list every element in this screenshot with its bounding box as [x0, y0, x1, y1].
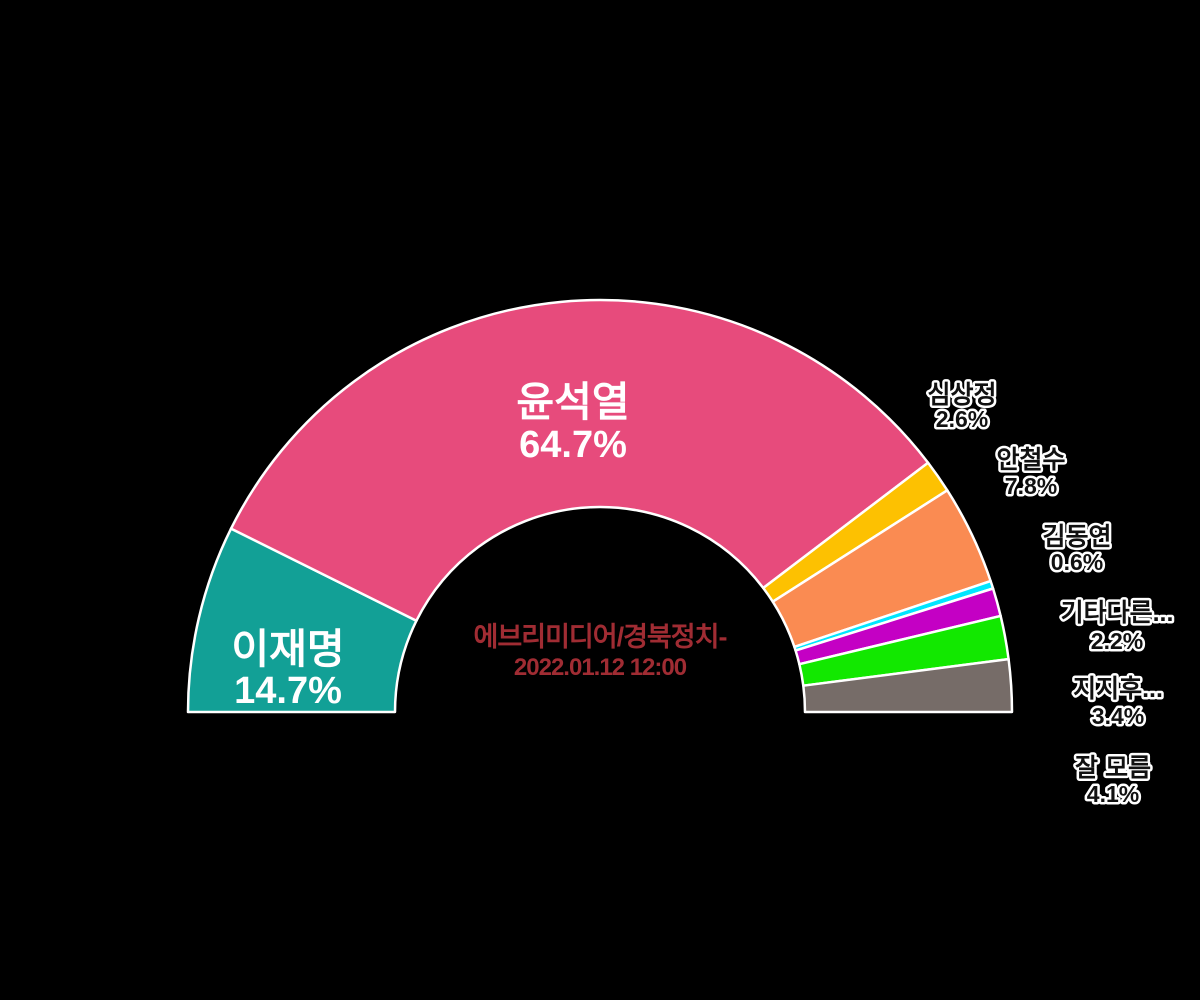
segment-label-name: 기타다른...: [1061, 599, 1174, 627]
segment-윤석열[interactable]: [229, 298, 930, 622]
segment-label-name: 이재명: [231, 626, 344, 672]
segment-label-name: 김동연: [1042, 523, 1111, 551]
chart-timestamp: 2022.01.12 12:00: [513, 654, 687, 681]
segment-label-value: 2.6%: [936, 406, 988, 432]
segment-label-value: 0.6%: [1051, 549, 1103, 575]
segment-label-name: 안철수: [996, 446, 1065, 474]
segment-label-value: 7.8%: [1005, 473, 1057, 499]
segment-label-name: 지지후...: [1073, 675, 1163, 703]
segment-label-value: 14.7%: [234, 670, 342, 712]
segment-label-value: 64.7%: [519, 424, 627, 466]
segment-label-name: 잘 모름: [1075, 754, 1151, 782]
segment-label-value: 2.2%: [1091, 628, 1143, 654]
chart-source-note: 에브리미디어/경북정치-: [473, 622, 728, 652]
segment-잘 모름[interactable]: [802, 657, 1014, 714]
segment-label-value: 4.1%: [1087, 781, 1139, 807]
segment-label-value: 3.4%: [1092, 703, 1144, 729]
segment-label-name: 심상정: [927, 381, 996, 409]
segment-label-name: 윤석열: [516, 379, 629, 425]
